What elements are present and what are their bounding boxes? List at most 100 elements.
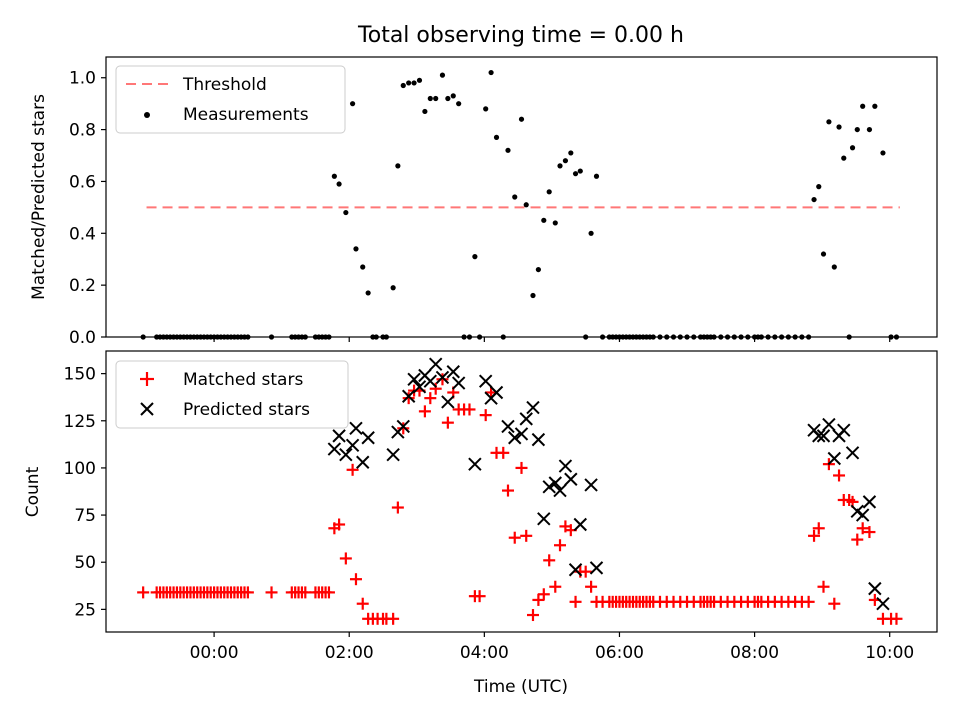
matched-star-point	[241, 586, 254, 599]
matched-star-point	[515, 461, 528, 474]
measurement-point	[568, 150, 574, 156]
predicted-star-point	[584, 478, 598, 492]
measurement-point	[677, 334, 683, 340]
matched-star-point	[479, 409, 492, 422]
measurement-point	[433, 95, 439, 102]
matched-star-point	[429, 382, 442, 395]
predicted-star-point	[862, 495, 877, 509]
predicted-star-point	[407, 372, 421, 386]
matched-star-point	[387, 612, 400, 625]
count-plot-area	[105, 350, 938, 633]
predicted-star-point	[526, 400, 540, 415]
matched-star-point	[463, 403, 476, 416]
x-tick-label: 04:00	[460, 643, 509, 663]
measurement-point	[779, 334, 785, 340]
matched-star-point	[299, 586, 312, 599]
predicted-star-point	[327, 442, 342, 456]
matched-star-point	[424, 392, 437, 405]
ratio-legend: Threshold Measurements	[115, 65, 346, 134]
matched-star-point	[265, 586, 278, 599]
matched-star-point	[501, 484, 514, 497]
predicted-star-point	[423, 374, 437, 388]
ratio-y-tick-label: 0.8	[69, 121, 96, 141]
measurement-point	[530, 292, 536, 299]
measurement-point	[488, 69, 494, 76]
matched-star-point	[349, 573, 362, 586]
measurement-point	[373, 334, 379, 340]
ratio-y-tick-label: 0.6	[69, 172, 96, 192]
measurement-point	[541, 217, 547, 223]
measurement-point	[326, 334, 332, 340]
predicted-star-point	[441, 395, 455, 409]
predicted-star-point	[816, 429, 831, 443]
measurement-point	[422, 108, 428, 115]
measurements-series	[140, 69, 900, 340]
predicted-star-point	[589, 561, 604, 575]
matched-star-point	[802, 595, 815, 608]
measurement-point	[512, 194, 518, 200]
predicted-star-point	[446, 365, 460, 379]
predicted-legend-swatch	[140, 402, 154, 416]
predicted-star-point	[412, 380, 427, 394]
matched-star-point	[356, 597, 369, 610]
predicted-star-point	[339, 448, 353, 462]
measurement-point	[572, 171, 579, 177]
matched-legend-label: Matched stars	[183, 370, 303, 390]
measurement-point	[456, 101, 462, 107]
measurement-point	[880, 150, 886, 156]
measurement-point	[518, 116, 525, 122]
predicted-star-point	[548, 476, 562, 490]
count-y-tick-label: 150	[64, 365, 96, 385]
count-y-tick-label: 75	[74, 506, 96, 526]
predicted-star-point	[812, 429, 826, 443]
chart-title: Total observing time = 0.00 h	[357, 23, 684, 48]
ratio-y-axis-label: Matched/Predicted stars	[29, 94, 49, 300]
matched-star-point	[863, 526, 876, 539]
measurement-point	[483, 106, 489, 112]
measurement-point	[500, 334, 506, 340]
measurement-point	[718, 334, 724, 340]
x-tick-label: 02:00	[325, 643, 374, 663]
predicted-star-point	[868, 581, 882, 596]
matched-star-point	[339, 552, 352, 565]
measurement-point	[820, 251, 827, 257]
predicted-star-point	[558, 459, 573, 473]
measurement-point	[577, 168, 583, 174]
measurement-point	[505, 147, 511, 153]
measurement-point	[593, 173, 600, 179]
matched-star-point	[322, 586, 335, 599]
measurement-point	[849, 145, 856, 151]
predicted-star-point	[489, 385, 504, 400]
measurement-point	[724, 334, 731, 340]
measurements-legend-swatch	[144, 112, 150, 118]
matched-star-point	[397, 422, 410, 435]
measurements-legend-label: Measurements	[183, 105, 309, 125]
measurement-point	[477, 334, 483, 340]
measurement-point	[523, 202, 529, 208]
x-tick-label: 00:00	[190, 643, 239, 663]
measurement-point	[831, 264, 837, 270]
predicted-star-point	[855, 508, 870, 522]
predicted-star-point	[478, 374, 493, 388]
matched-star-point	[569, 595, 582, 608]
matched-star-point	[402, 392, 415, 405]
measurement-point	[583, 334, 589, 340]
x-tick-label: 10:00	[865, 643, 914, 663]
measurement-point	[439, 72, 446, 78]
predicted-star-point	[361, 431, 375, 445]
count-legend-box	[115, 360, 349, 429]
count-legend: Matched stars Predicted stars	[115, 360, 349, 429]
measurement-point	[731, 334, 737, 340]
measurement-point	[765, 334, 771, 340]
predicted-star-point	[401, 389, 416, 403]
measurement-point	[416, 77, 423, 83]
measurement-point	[546, 189, 552, 195]
predicted-star-point	[553, 483, 567, 498]
matched-star-point	[497, 446, 510, 459]
measurement-point	[472, 254, 478, 260]
predicted-star-point	[822, 417, 836, 432]
measurement-point	[466, 334, 473, 340]
count-y-tick-label: 125	[64, 412, 96, 432]
measurement-point	[836, 124, 842, 130]
measurement-point	[811, 196, 817, 203]
